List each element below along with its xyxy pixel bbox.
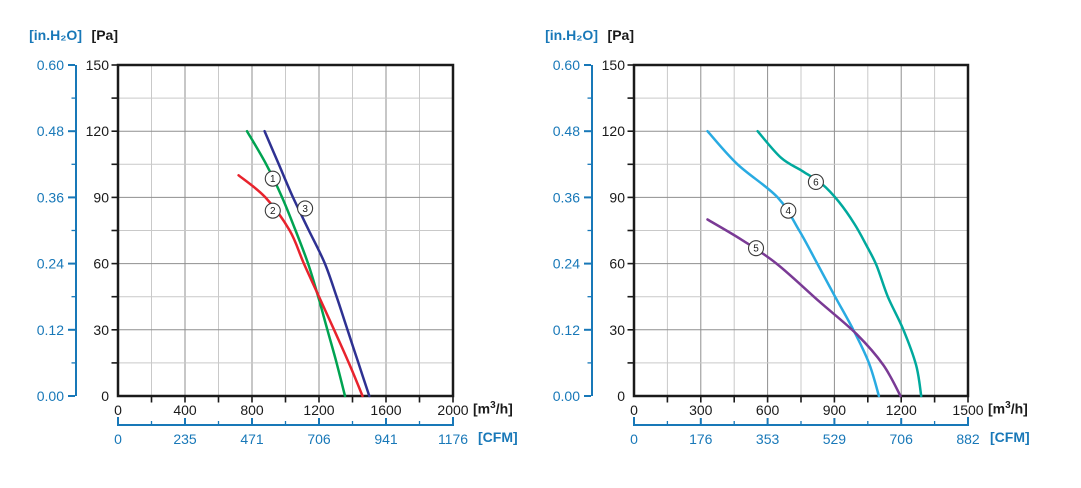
cfm-axis-unit-left: [CFM] — [478, 429, 518, 445]
x-tick-label: 1500 — [952, 402, 983, 418]
x-tick-label: 300 — [689, 402, 713, 418]
fan-curve-3 — [263, 129, 371, 398]
pa-tick-label: 120 — [602, 123, 626, 139]
pa-tick-label: 90 — [93, 189, 109, 205]
inh2o-tick-label: 0.48 — [553, 123, 580, 139]
pa-tick-label: 60 — [609, 256, 625, 272]
pa-tick-label: 150 — [602, 57, 626, 73]
pressure-unit-secondary-right: [in.H₂O] — [545, 27, 598, 43]
inh2o-tick-label: 0.24 — [37, 256, 64, 272]
cfm-tick-label: 529 — [823, 431, 847, 447]
inh2o-tick-label: 0.60 — [553, 57, 580, 73]
inh2o-tick-label: 0.12 — [553, 322, 580, 338]
pressure-unit-secondary-left: [in.H₂O] — [29, 27, 82, 43]
pa-tick-label: 0 — [617, 388, 625, 404]
fan-curve-5 — [706, 218, 902, 398]
curve-label-circle-5 — [747, 240, 765, 257]
x-unit-suffix: /h] — [495, 400, 513, 417]
cfm-tick-label: 882 — [956, 431, 980, 447]
pressure-unit-primary-left: [Pa] — [91, 27, 118, 43]
cfm-tick-label: 941 — [374, 431, 398, 447]
curve-label-number: 6 — [813, 177, 819, 188]
x-tick-label: 1600 — [370, 402, 401, 418]
pressure-unit-primary-right: [Pa] — [607, 27, 634, 43]
curve-label-circle-2 — [264, 202, 281, 219]
x-unit-sup: 3 — [490, 400, 496, 411]
curve-label-circle-4 — [780, 202, 797, 219]
inh2o-tick-label: 0.24 — [553, 256, 580, 272]
curve-label-circle-1 — [264, 170, 281, 187]
curve-label-circle-6 — [807, 173, 824, 191]
x-tick-label: 0 — [630, 402, 638, 418]
curve-label-number: 3 — [302, 204, 308, 215]
pa-tick-label: 90 — [609, 189, 625, 205]
inh2o-tick-label: 0.00 — [37, 388, 64, 404]
x-tick-label: 400 — [173, 402, 197, 418]
x-tick-label: 900 — [823, 402, 847, 418]
pa-tick-label: 30 — [93, 322, 109, 338]
cfm-tick-label: 0 — [114, 431, 122, 447]
cfm-tick-label: 353 — [756, 431, 780, 447]
cfm-axis-unit-right: [CFM] — [990, 429, 1030, 445]
pa-tick-label: 60 — [93, 256, 109, 272]
inh2o-tick-label: 0.36 — [37, 189, 64, 205]
x-tick-label: 2000 — [437, 402, 468, 418]
curve-label-circle-3 — [297, 200, 314, 217]
cfm-tick-label: 471 — [240, 431, 264, 447]
x-tick-label: 1200 — [886, 402, 917, 418]
curve-label-number: 5 — [753, 244, 759, 255]
plot-frame — [116, 63, 455, 398]
x-tick-label: 0 — [114, 402, 122, 418]
pa-tick-label: 120 — [86, 123, 110, 139]
pa-tick-label: 30 — [609, 322, 625, 338]
fan-curve-6 — [756, 129, 923, 398]
cfm-tick-label: 706 — [307, 431, 331, 447]
fan-curve-2 — [237, 174, 364, 398]
inh2o-tick-label: 0.00 — [553, 388, 580, 404]
plot-frame — [632, 63, 970, 398]
cfm-tick-label: 1176 — [438, 431, 468, 447]
x-tick-label: 600 — [756, 402, 780, 418]
x-unit-suffix: /h] — [1010, 400, 1028, 417]
curve-label-number: 1 — [270, 174, 276, 185]
x-unit-prefix: [m — [988, 400, 1006, 417]
x-unit-prefix: [m — [473, 400, 491, 417]
curve-label-number: 2 — [270, 206, 276, 217]
inh2o-tick-label: 0.60 — [37, 57, 64, 73]
x-tick-label: 1200 — [303, 402, 334, 418]
x-tick-label: 800 — [240, 402, 264, 418]
chart-1: 0 400 800 1200 1600 200015012090603000.600.48… — [37, 57, 469, 447]
inh2o-tick-label: 0.12 — [37, 322, 64, 338]
cfm-tick-label: 176 — [689, 431, 713, 447]
cfm-tick-label: 235 — [173, 431, 197, 447]
pa-tick-label: 150 — [86, 57, 110, 73]
cfm-tick-label: 706 — [890, 431, 914, 447]
x-unit-sup: 3 — [1005, 400, 1011, 411]
x-axis-unit-right: [m3/h] — [988, 398, 1028, 417]
cfm-tick-label: 0 — [630, 431, 638, 447]
pa-tick-label: 0 — [101, 388, 109, 404]
chart-2: 0 300 600 900 1200 150015012090603000.600.480… — [553, 57, 984, 447]
inh2o-tick-label: 0.36 — [553, 189, 580, 205]
curve-label-number: 4 — [786, 206, 792, 217]
inh2o-tick-label: 0.48 — [37, 123, 64, 139]
fan-curve-4 — [706, 129, 881, 398]
x-axis-unit-left: [m3/h] — [473, 398, 513, 417]
